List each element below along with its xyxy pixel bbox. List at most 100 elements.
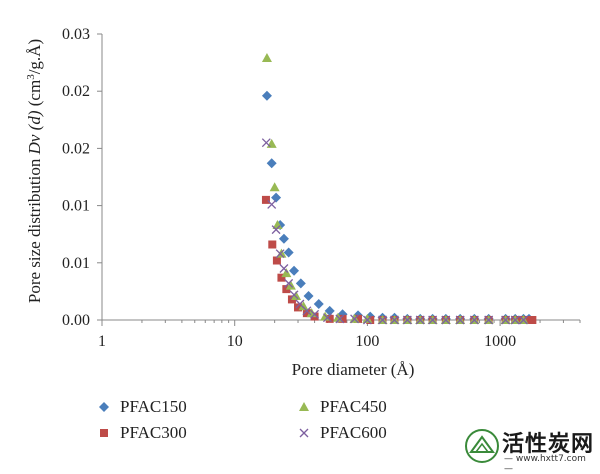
x-marker-stroke xyxy=(455,315,465,325)
data-point xyxy=(510,315,520,325)
legend-label: PFAC600 xyxy=(320,423,387,442)
legend-marker xyxy=(99,402,109,412)
watermark-url: — www.hxtt7.com — xyxy=(504,454,586,474)
watermark: 活性炭网 — www.hxtt7.com — xyxy=(464,426,595,474)
data-point xyxy=(335,314,345,324)
data-point xyxy=(313,298,324,309)
legend-item-pfac450: PFAC450 xyxy=(299,397,387,416)
x-marker-stroke xyxy=(362,315,372,325)
data-point xyxy=(441,315,451,325)
x-marker-stroke xyxy=(295,299,305,309)
y-axis-title-sup: 3 xyxy=(25,74,37,80)
x-marker-stroke xyxy=(350,314,360,324)
y-axis-title-text: Pore size distribution xyxy=(25,154,44,303)
data-point xyxy=(528,316,537,324)
x-tick-label: 1000 xyxy=(484,333,516,350)
data-point xyxy=(284,278,294,288)
data-point xyxy=(271,225,281,235)
x-marker-stroke xyxy=(279,264,289,273)
x-marker-stroke xyxy=(310,309,320,319)
y-axis-title-unit: (cm xyxy=(25,80,44,111)
x-marker-stroke xyxy=(402,315,412,325)
data-point xyxy=(310,309,320,319)
x-tick-label: 100 xyxy=(355,333,379,350)
legend-marker xyxy=(299,402,309,411)
legend-item-pfac150: PFAC150 xyxy=(99,397,187,416)
series-pfac150 xyxy=(261,90,534,324)
x-marker-stroke xyxy=(302,306,312,316)
data-point xyxy=(302,306,312,316)
data-point xyxy=(501,315,511,325)
data-point xyxy=(324,305,335,316)
data-point xyxy=(272,220,283,230)
data-point xyxy=(362,313,373,323)
data-points xyxy=(261,53,537,325)
data-point xyxy=(402,315,412,325)
data-point xyxy=(268,240,277,249)
data-point xyxy=(261,90,272,101)
x-marker-stroke xyxy=(335,314,345,324)
legend-marker xyxy=(299,428,309,438)
data-point xyxy=(272,256,281,265)
data-point xyxy=(338,314,347,323)
data-point xyxy=(295,278,306,289)
data-point xyxy=(362,315,372,325)
x-marker-stroke xyxy=(469,315,479,325)
x-marker-stroke xyxy=(390,315,399,325)
x-marker-stroke xyxy=(484,315,494,325)
data-point xyxy=(269,182,280,192)
x-marker-stroke xyxy=(501,315,511,325)
x-marker-stroke xyxy=(322,313,332,323)
data-point xyxy=(298,301,309,311)
legend-item-pfac300: PFAC300 xyxy=(100,423,187,442)
x-axis-title: Pore diameter (Å) xyxy=(292,360,415,379)
x-marker-stroke xyxy=(428,315,438,325)
data-point xyxy=(261,53,272,63)
x-marker-stroke xyxy=(271,225,281,235)
x-marker-stroke xyxy=(284,278,294,288)
data-point xyxy=(295,299,305,309)
legend-label: PFAC300 xyxy=(120,423,187,442)
data-point xyxy=(354,314,363,323)
x-tick-label: 1 xyxy=(98,333,106,350)
x-marker-stroke xyxy=(378,315,387,325)
watermark-logo-icon xyxy=(465,429,499,463)
chart-axes xyxy=(97,33,581,326)
data-point xyxy=(267,199,277,209)
data-point xyxy=(275,249,285,259)
y-tick-label: 0.01 xyxy=(62,198,90,215)
data-point xyxy=(283,247,294,258)
data-point xyxy=(266,158,277,169)
data-point xyxy=(519,315,528,325)
data-point xyxy=(415,315,425,325)
data-point xyxy=(390,315,399,325)
legend-item-pfac600: PFAC600 xyxy=(299,423,387,442)
x-marker-stroke xyxy=(510,315,520,325)
data-point xyxy=(261,138,271,148)
x-marker-stroke xyxy=(289,290,299,300)
y-axis-title-unit-end: /g.Å) xyxy=(25,39,44,74)
x-marker-stroke xyxy=(415,315,425,325)
data-point xyxy=(484,315,494,325)
data-point xyxy=(294,303,303,312)
data-point xyxy=(455,315,465,325)
y-tick-label: 0.02 xyxy=(62,83,90,100)
data-point xyxy=(277,273,286,282)
y-tick-label: 0.03 xyxy=(62,26,90,43)
data-point xyxy=(278,233,289,244)
y-tick-labels: 0.00 0.01 0.01 0.02 0.02 0.03 xyxy=(62,26,90,329)
legend-marker xyxy=(100,429,108,437)
data-point xyxy=(322,313,332,323)
data-point xyxy=(261,195,270,204)
data-point xyxy=(281,268,292,278)
data-point xyxy=(271,192,282,203)
y-tick-label: 0.00 xyxy=(62,312,90,329)
x-marker-stroke xyxy=(519,315,528,325)
legend: PFAC150 PFAC300 PFAC450 PFAC600 xyxy=(99,397,387,442)
legend-label: PFAC450 xyxy=(320,397,387,416)
watermark-title: 活性炭网 xyxy=(502,432,595,457)
data-point xyxy=(303,290,314,301)
x-marker-stroke xyxy=(261,138,271,148)
y-tick-label: 0.02 xyxy=(62,140,90,157)
